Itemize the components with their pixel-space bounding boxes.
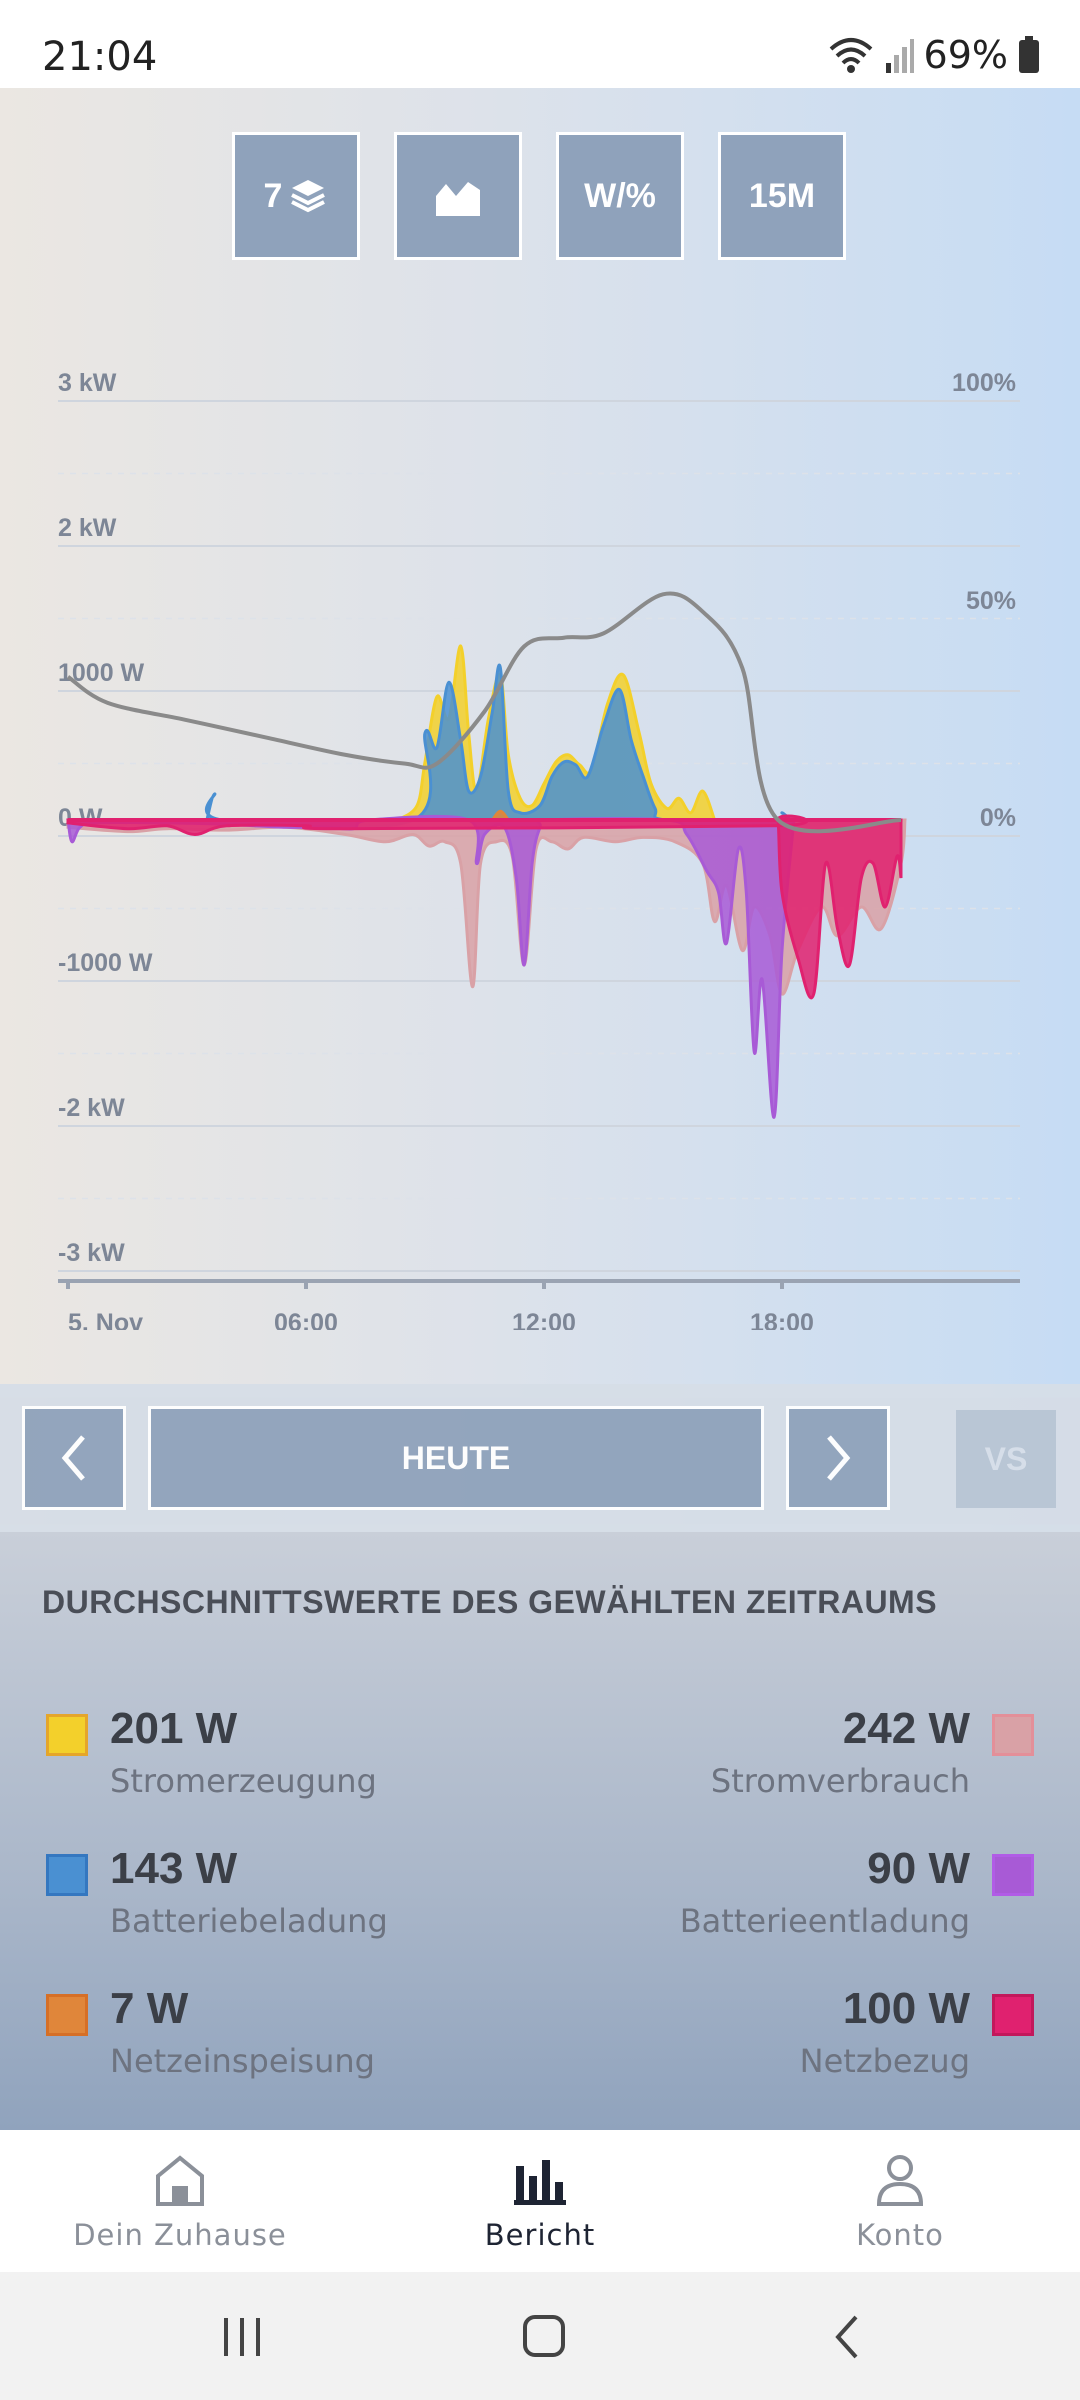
stat-label: Batteriebeladung [110,1902,388,1940]
stat-label: Netzeinspeisung [110,2042,375,2080]
series-area-batterieentladung [66,814,796,1119]
y-tick-label: -2 kW [58,1094,125,1122]
period-navigation: HEUTE VS [0,1384,1080,1532]
legend-swatch-battery-discharge [992,1854,1034,1896]
stat-value: 201 W [110,1704,238,1753]
x-tick-label: 18:00 [750,1309,814,1330]
nav-tab-report[interactable]: Bericht [360,2130,720,2272]
x-tick-label: 5. Nov [68,1309,143,1330]
interval-button[interactable]: 15M [718,132,846,260]
stat-label: Batterieentladung [679,1902,970,1940]
nav-tab-home[interactable]: Dein Zuhause [0,2130,360,2272]
layers-count: 7 [263,176,283,215]
stat-label: Netzbezug [799,2042,970,2080]
previous-period-button[interactable] [22,1406,126,1510]
y2-tick-label: 50% [966,587,1016,615]
period-label-button[interactable]: HEUTE [148,1406,764,1510]
battery-percent: 69% [923,33,1008,77]
chevron-right-icon [827,1435,851,1481]
legend-swatch-battery-charge [46,1854,88,1896]
system-navigation-bar [0,2272,1080,2400]
y-tick-label: 2 kW [58,514,117,542]
wifi-icon [829,38,872,73]
stat-battery-discharge: 90 W Batterieentladung [450,1844,970,1940]
y-tick-label: -3 kW [58,1239,125,1267]
y-tick-label: -1000 W [58,949,153,977]
bottom-navigation: Dein Zuhause Bericht Konto [0,2130,1080,2272]
signal-icon [885,39,914,73]
x-tick-label: 12:00 [512,1309,576,1330]
compare-button[interactable]: VS [956,1410,1056,1508]
stat-grid-feed-in: 7 W Netzeinspeisung [110,1984,630,2080]
nav-tab-label: Konto [856,2218,944,2252]
state-of-charge-line [66,591,902,834]
home-button-icon[interactable] [522,2314,566,2358]
chevron-left-icon [61,1435,85,1481]
nav-tab-account[interactable]: Konto [720,2130,1080,2272]
x-tick-label: 06:00 [274,1309,338,1330]
next-period-button[interactable] [786,1406,890,1510]
legend-swatch-grid-consumption [992,1994,1034,2036]
y-tick-label: 1000 W [58,659,145,687]
stat-value: 7 W [110,1984,189,2033]
stat-grid-consumption: 100 W Netzbezug [450,1984,970,2080]
back-icon[interactable] [832,2314,862,2360]
average-values-panel: DURCHSCHNITTSWERTE DES GEWÄHLTEN ZEITRAU… [0,1532,1080,2130]
legend-swatch-consumption [992,1714,1034,1756]
layers-icon [291,180,326,213]
nav-tab-label: Bericht [484,2218,596,2252]
unit-toggle-button[interactable]: W/% [556,132,684,260]
stat-value: 100 W [842,1984,970,2033]
stat-consumption: 242 W Stromverbrauch [450,1704,970,1800]
legend-swatch-generation [46,1714,88,1756]
y2-tick-label: 100% [952,369,1016,397]
status-time: 21:04 [42,34,158,80]
stat-value: 242 W [842,1704,970,1753]
battery-icon [1019,36,1039,73]
stat-value: 143 W [110,1844,238,1893]
recent-apps-icon[interactable] [222,2316,262,2358]
status-indicators: 69% [828,32,1040,78]
stat-value: 90 W [867,1844,970,1893]
nav-tab-label: Dein Zuhause [73,2218,287,2252]
y2-tick-label: 0% [980,804,1016,832]
home-icon [156,2155,204,2206]
chart-toolbar: 7 W/% 15M [0,132,1080,260]
series-area-batteriebeladung [204,663,794,829]
stat-battery-charge: 143 W Batteriebeladung [110,1844,630,1940]
stat-label: Stromverbrauch [710,1762,970,1800]
legend-swatch-grid-feed-in [46,1994,88,2036]
stat-label: Stromerzeugung [110,1762,377,1800]
summary-title: DURCHSCHNITTSWERTE DES GEWÄHLTEN ZEITRAU… [42,1584,938,1620]
y-tick-label: 3 kW [58,369,117,397]
area-chart-icon [436,182,480,216]
layers-button[interactable]: 7 [232,132,360,260]
person-icon [876,2155,924,2206]
chart-type-button[interactable] [394,132,522,260]
series-area-netzbezug [66,814,903,1000]
bar-chart-icon [514,2160,566,2205]
stat-generation: 201 W Stromerzeugung [110,1704,630,1800]
status-bar: 21:04 69% [0,0,1080,88]
